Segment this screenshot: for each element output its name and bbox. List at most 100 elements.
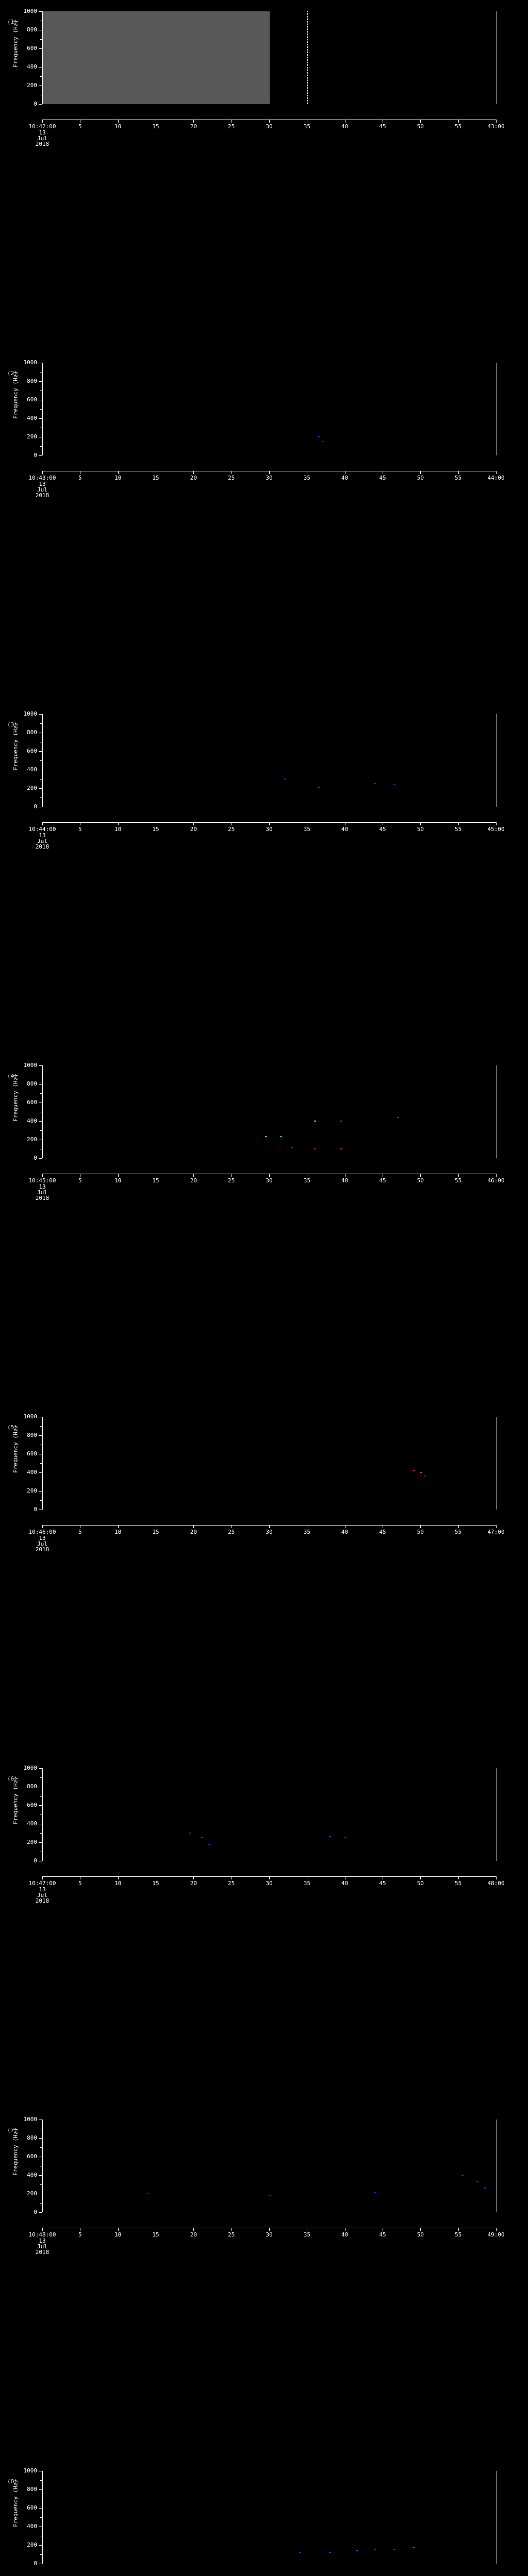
detection-pixel: [269, 2195, 271, 2196]
x-axis-tick: [496, 1174, 497, 1177]
event-marker-line: [307, 11, 308, 104]
y-axis-tick: [39, 1805, 42, 1806]
y-axis-tick: [39, 1158, 42, 1159]
x-axis-tick-label: 10: [114, 826, 122, 833]
y-axis-tick: [39, 2489, 42, 2490]
x-axis-tick-label: 50: [417, 826, 424, 833]
y-axis-tick: [39, 48, 42, 49]
x-axis-tick: [193, 1174, 194, 1177]
x-axis-date-day: 13: [39, 832, 46, 839]
y-axis-tick: [39, 1065, 42, 1066]
y-axis-tick: [39, 1121, 42, 1122]
detection-pixel: [321, 441, 324, 442]
x-axis-tick-label: 35: [303, 474, 310, 481]
x-axis-date-year: 2018: [35, 141, 50, 147]
x-axis-tick-label: 10: [114, 1880, 122, 1887]
x-axis-tick: [193, 1525, 194, 1528]
x-axis-tick-label: 20: [190, 1177, 197, 1184]
x-axis-tick: [269, 471, 270, 474]
x-axis-tick-label: 25: [228, 474, 235, 481]
y-axis-tick: [39, 11, 42, 12]
x-axis-tick-label: 45: [379, 474, 386, 481]
x-axis-tick-label: 40: [341, 1880, 349, 1887]
y-axis-minor-tick: [40, 1833, 42, 1834]
y-axis-minor-tick: [40, 1130, 42, 1131]
x-axis-tick-label: 40: [341, 826, 349, 833]
x-axis-tick-label: 25: [228, 1529, 235, 1535]
y-axis: 0 200 400 600 800 1000 Frequency (Hz): [0, 2116, 42, 2215]
x-axis-tick-label: 40: [341, 474, 349, 481]
y-axis-minor-tick: [40, 1796, 42, 1797]
y-axis-title: Frequency (Hz): [12, 2479, 19, 2527]
y-axis-tick-label: 1000: [23, 710, 38, 717]
x-axis-date-day: 13: [39, 1886, 46, 1893]
y-axis-tick-label: 0: [34, 1857, 37, 1864]
y-axis-tick: [39, 1491, 42, 1492]
y-axis-tick: [39, 714, 42, 715]
x-axis-tick-label: 5: [78, 123, 82, 130]
y-axis-minor-tick: [40, 409, 42, 410]
y-axis: 0 200 400 600 800 1000 Frequency (Hz): [0, 1062, 42, 1161]
x-axis-tick: [420, 120, 421, 123]
y-axis-minor-tick: [40, 446, 42, 447]
x-axis-tick-label: 55: [455, 1177, 462, 1184]
x-axis-tick: [496, 1525, 497, 1528]
x-axis-tick-label: 50: [417, 1880, 424, 1887]
detection-pixel: [461, 2175, 464, 2176]
x-axis-tick-label: 55: [455, 474, 462, 481]
x-axis-tick-label: 10: [114, 123, 122, 130]
x-axis-end-label: 48:00: [487, 1880, 505, 1887]
x-axis-tick-label: 10: [114, 1177, 122, 1184]
x-axis-tick-label: 20: [190, 1880, 197, 1887]
detection-pixel: [147, 2193, 150, 2194]
y-axis-tick-label: 0: [34, 100, 37, 107]
y-axis-tick-label: 1000: [23, 2467, 38, 2474]
panel-index-label: (6): [7, 1775, 18, 1782]
detection-pixel: [484, 2188, 486, 2189]
y-axis-minor-tick: [40, 2554, 42, 2555]
detection-pixel: [397, 1116, 400, 1118]
detection-pixel: [423, 1476, 426, 1477]
y-axis-tick-label: 600: [27, 2504, 37, 2511]
y-axis: 0 200 400 600 800 1000 Frequency (Hz): [0, 710, 42, 809]
x-axis-tick-label: 5: [78, 474, 82, 481]
x-axis-tick-label: 20: [190, 2231, 197, 2238]
x-axis-tick: [269, 1525, 270, 1528]
x-axis-tick: [118, 120, 119, 123]
y-axis-minor-tick: [40, 1777, 42, 1778]
y-axis-tick: [39, 1768, 42, 1769]
y-axis-tick-label: 200: [27, 1487, 37, 1494]
x-axis-tick-label: 35: [303, 1880, 310, 1887]
x-axis-tick: [118, 2228, 119, 2231]
x-axis: 10:43:00 5 10 15 20 25 30 35 40 45 50 55 44:00 13 Jul 2…: [29, 471, 505, 498]
x-axis-date-month: Jul: [37, 2243, 47, 2250]
y-axis: 0 200 400 600 800 1000 Frequency (Hz): [0, 1765, 42, 1864]
detection-pixel: [340, 1148, 343, 1149]
x-axis-tick-label: 30: [266, 123, 273, 130]
x-axis-start-label: 10:43:00: [28, 474, 56, 481]
y-axis-tick-label: 600: [27, 396, 37, 403]
x-axis-tick: [269, 1174, 270, 1177]
x-axis-tick: [42, 2228, 43, 2231]
x-axis-tick-label: 10: [114, 1529, 122, 1535]
y-axis-tick-label: 800: [27, 26, 37, 33]
x-axis: 10:46:00 5 10 15 20 25 30 35 40 45 50 55 47:00 13 Jul 2…: [29, 1525, 505, 1552]
detection-pixel: [344, 1837, 346, 1838]
y-axis-tick: [39, 2212, 42, 2213]
panel-index-label: (3): [7, 721, 18, 728]
x-axis-tick-label: 45: [379, 1529, 386, 1535]
detection-pixel: [374, 2549, 377, 2550]
x-axis-tick: [420, 822, 421, 825]
detection-pixel: [374, 783, 377, 784]
x-axis-tick: [42, 471, 43, 474]
x-axis-date-month: Jul: [37, 486, 47, 493]
y-axis-tick: [39, 2508, 42, 2509]
y-axis-minor-tick: [40, 2203, 42, 2204]
x-axis-tick: [458, 822, 459, 825]
x-axis-tick: [420, 2228, 421, 2231]
y-axis-minor-tick: [40, 1093, 42, 1094]
spectrogram-panel: (6) 0 200 400 600 800 1000 Frequency (Hz) 10:47:…: [0, 1757, 528, 1933]
x-axis-tick: [193, 471, 194, 474]
x-axis-tick: [496, 1876, 497, 1879]
